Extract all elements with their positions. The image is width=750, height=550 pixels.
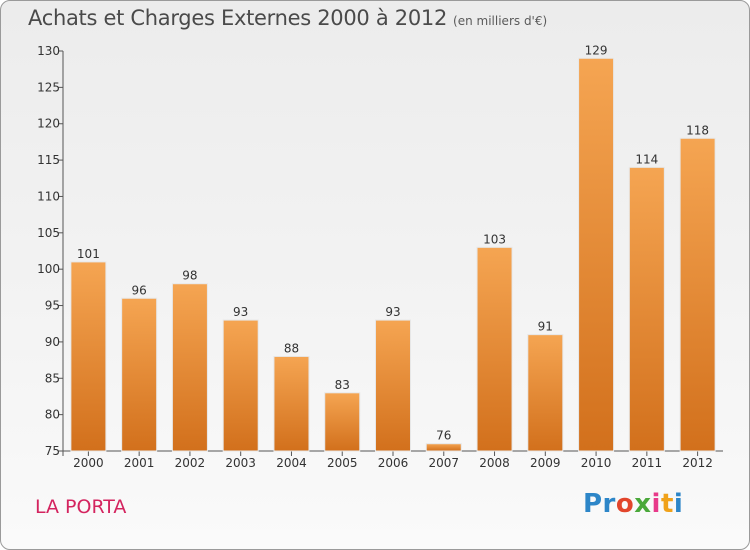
y-tick-label: 80 — [45, 408, 60, 422]
bar — [679, 137, 716, 452]
y-tick-label: 105 — [37, 226, 60, 240]
data-label: 103 — [483, 232, 506, 246]
chart-labels: 101 96 98 93 88 83 93 76 103 91 129 114 118 — [77, 43, 709, 442]
data-label: 98 — [182, 269, 197, 283]
chart-title-text: Achats et Charges Externes 2000 à 2012 — [28, 6, 448, 30]
y-tick-label: 130 — [37, 44, 60, 58]
bar — [527, 334, 564, 452]
x-tick-label: 2002 — [175, 456, 206, 470]
y-tick-label: 110 — [37, 189, 60, 203]
x-tick-label: 2006 — [378, 456, 409, 470]
x-tick-label: 2003 — [225, 456, 256, 470]
data-label: 93 — [233, 305, 248, 319]
x-tick-label: 2005 — [327, 456, 358, 470]
commune-name: LA PORTA — [35, 496, 127, 518]
bar — [222, 319, 259, 452]
logo-part: Pr — [583, 489, 616, 519]
y-tick-label: 95 — [45, 299, 60, 313]
data-label: 96 — [132, 283, 147, 297]
y-tick-label: 125 — [37, 80, 60, 94]
chart-axes: 75 80 85 90 95 100 105 110 115 120 125 130 2000 2001 2… — [37, 44, 723, 470]
bar — [171, 283, 208, 452]
bar — [273, 355, 310, 452]
bar — [628, 166, 665, 452]
bar — [324, 392, 361, 452]
data-label: 91 — [538, 320, 553, 334]
x-tick-label: 2007 — [428, 456, 459, 470]
bar — [425, 443, 462, 452]
x-tick-label: 2009 — [530, 456, 561, 470]
x-tick-label: 2004 — [276, 456, 307, 470]
y-tick-label: 75 — [45, 444, 60, 458]
chart-subtitle: (en milliers d'€) — [453, 14, 548, 28]
proxiti-logo: Proxiti — [583, 489, 683, 519]
x-tick-label: 2008 — [479, 456, 510, 470]
data-label: 118 — [686, 123, 709, 137]
x-tick-label: 2010 — [581, 456, 612, 470]
x-tick-label: 2000 — [73, 456, 104, 470]
data-label: 114 — [635, 152, 658, 166]
y-tick-label: 115 — [37, 153, 60, 167]
bar — [578, 57, 615, 452]
y-tick-label: 120 — [37, 117, 60, 131]
logo-part: i — [651, 489, 661, 519]
bar — [476, 246, 513, 452]
y-tick-label: 100 — [37, 262, 60, 276]
data-label: 129 — [585, 43, 608, 57]
chart-title: Achats et Charges Externes 2000 à 2012 (e… — [28, 6, 547, 30]
data-label: 76 — [436, 429, 451, 443]
bar — [121, 297, 158, 452]
logo-part: o — [615, 489, 635, 519]
y-tick-label: 85 — [45, 371, 60, 385]
x-tick-label: 2011 — [632, 456, 663, 470]
y-tick-label: 90 — [45, 335, 60, 349]
bar — [70, 261, 107, 452]
bar — [375, 319, 411, 452]
x-tick-label: 2012 — [682, 456, 713, 470]
logo-part: i — [673, 489, 684, 519]
data-label: 88 — [284, 341, 299, 355]
data-label: 83 — [335, 378, 350, 392]
logo-part: t — [660, 489, 674, 519]
x-tick-label: 2001 — [124, 456, 155, 470]
logo-part: x — [634, 489, 652, 519]
chart-bars — [70, 57, 716, 452]
data-label: 93 — [385, 305, 400, 319]
data-label: 101 — [77, 247, 100, 261]
